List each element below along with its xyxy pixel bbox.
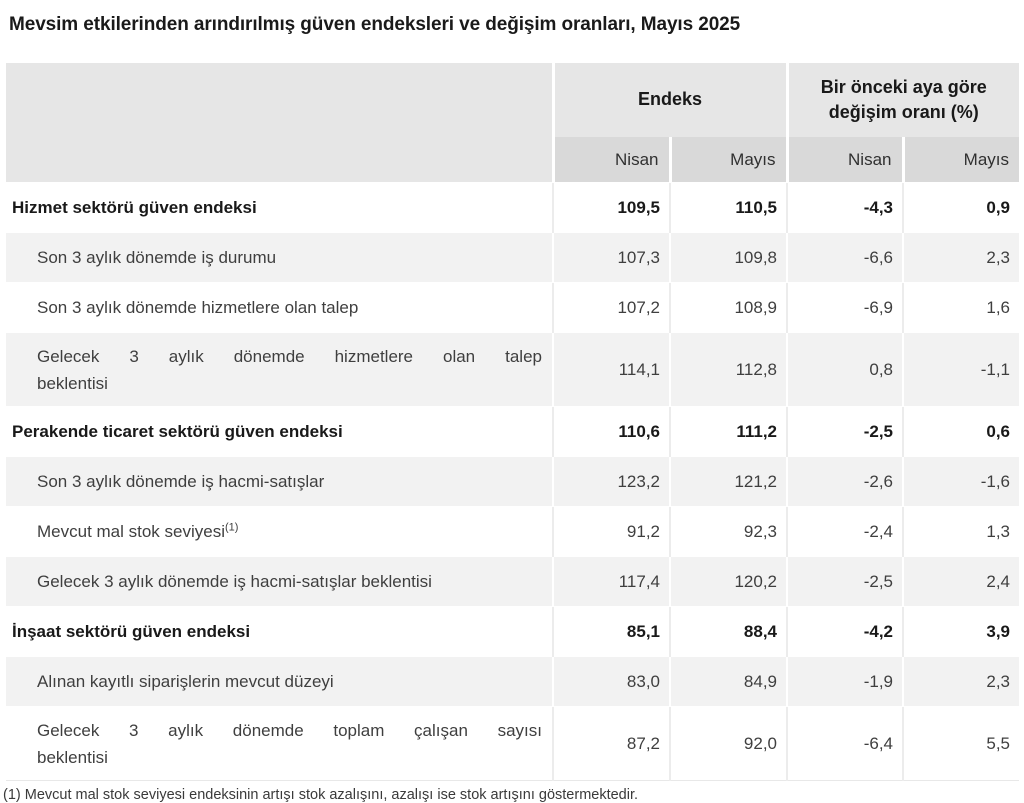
table-row-perakende-endeksi: Perakende ticaret sektörü güven endeksi … — [6, 406, 1019, 457]
value-cell: -6,6 — [786, 232, 903, 283]
table-row-is-durumu: Son 3 aylık dönemde iş durumu 107,3 109,… — [6, 232, 1019, 283]
value-cell: 0,6 — [902, 406, 1019, 457]
sub-header-row: Nisan Mayıs Nisan Mayıs — [6, 137, 1019, 183]
value-cell: 108,9 — [669, 282, 787, 333]
value-cell: 92,3 — [669, 506, 787, 557]
value-cell: 0,8 — [786, 332, 903, 407]
row-label: Gelecek 3 aylık dönemde hizmetlere olan … — [6, 333, 553, 407]
value-cell: 88,4 — [669, 606, 787, 657]
value-cell: 84,9 — [669, 656, 787, 707]
group-header-endeks: Endeks — [551, 63, 787, 137]
value-cell: 0,9 — [902, 182, 1019, 233]
table-row-talep-beklentisi: Gelecek 3 aylık dönemde hizmetlere olan … — [6, 332, 1019, 407]
row-label-line1: Gelecek 3 aylık dönemde hizmetlere olan … — [37, 346, 542, 366]
row-label: Alınan kayıtlı siparişlerin mevcut düzey… — [37, 672, 334, 691]
table-row-hizmet-endeksi: Hizmet sektörü güven endeksi 109,5 110,5… — [6, 182, 1019, 233]
row-label-line2: beklentisi — [37, 373, 108, 393]
value-cell: 120,2 — [669, 556, 787, 607]
row-label: Hizmet sektörü güven endeksi — [12, 198, 257, 217]
value-cell: -6,4 — [786, 706, 903, 781]
value-cell: 110,5 — [669, 182, 787, 233]
group-header-row: Endeks Bir önceki aya göre değişim oranı… — [6, 63, 1019, 183]
table-header: Endeks Bir önceki aya göre değişim oranı… — [6, 63, 1019, 183]
value-cell: -1,1 — [902, 332, 1019, 407]
value-cell: -2,6 — [786, 456, 903, 507]
table-row-hizmetlere-talep: Son 3 aylık dönemde hizmetlere olan tale… — [6, 282, 1019, 333]
value-cell: 92,0 — [669, 706, 787, 781]
value-cell: -2,4 — [786, 506, 903, 557]
value-cell: 1,3 — [902, 506, 1019, 557]
row-label: Gelecek 3 aylık dönemde toplam çalışan s… — [6, 707, 553, 781]
row-label: Son 3 aylık dönemde hizmetlere olan tale… — [37, 298, 359, 317]
subheader-change-nisan: Nisan — [785, 137, 903, 183]
row-label: Perakende ticaret sektörü güven endeksi — [12, 422, 343, 441]
value-cell: 110,6 — [552, 406, 670, 457]
subheader-endeks-nisan: Nisan — [551, 137, 670, 183]
value-cell: -1,6 — [902, 456, 1019, 507]
value-cell: 3,9 — [902, 606, 1019, 657]
value-cell: 1,6 — [902, 282, 1019, 333]
value-cell: 114,1 — [552, 332, 670, 407]
confidence-index-table: Endeks Bir önceki aya göre değişim oranı… — [6, 63, 1019, 781]
row-label: Son 3 aylık dönemde iş hacmi-satışlar — [37, 472, 325, 491]
value-cell: 117,4 — [552, 556, 670, 607]
row-label: Gelecek 3 aylık dönemde iş hacmi-satışla… — [37, 572, 432, 591]
table-row-calisan-beklentisi: Gelecek 3 aylık dönemde toplam çalışan s… — [6, 706, 1019, 781]
corner-cell — [6, 63, 553, 183]
value-cell: 109,8 — [669, 232, 787, 283]
row-label: Mevcut mal stok seviyesi(1) — [6, 507, 553, 557]
value-cell: -4,3 — [786, 182, 903, 233]
group-header-change-rate: Bir önceki aya göre değişim oranı (%) — [785, 63, 1019, 137]
table-row-hacim-beklentisi: Gelecek 3 aylık dönemde iş hacmi-satışla… — [6, 556, 1019, 607]
row-label-line2: beklentisi — [37, 747, 108, 767]
value-cell: -2,5 — [786, 406, 903, 457]
table-body: Hizmet sektörü güven endeksi 109,5 110,5… — [6, 182, 1019, 781]
value-cell: 5,5 — [902, 706, 1019, 781]
value-cell: 123,2 — [552, 456, 670, 507]
value-cell: -4,2 — [786, 606, 903, 657]
page-title: Mevsim etkilerinden arındırılmış güven e… — [9, 14, 741, 35]
value-cell: 112,8 — [669, 332, 787, 407]
value-cell: 107,3 — [552, 232, 670, 283]
value-cell: 87,2 — [552, 706, 670, 781]
value-cell: 2,4 — [902, 556, 1019, 607]
row-label: Son 3 aylık dönemde iş durumu — [37, 248, 277, 267]
row-label-text: Mevcut mal stok seviyesi — [37, 522, 225, 541]
table-row-insaat-endeksi: İnşaat sektörü güven endeksi 85,1 88,4 -… — [6, 606, 1019, 657]
value-cell: -6,9 — [786, 282, 903, 333]
subheader-endeks-mayis: Mayıs — [668, 137, 787, 183]
value-cell: 2,3 — [902, 656, 1019, 707]
subheader-change-mayis: Mayıs — [901, 137, 1019, 183]
footnote: (1) Mevcut mal stok seviyesi endeksinin … — [3, 787, 639, 803]
value-cell: 121,2 — [669, 456, 787, 507]
value-cell: 85,1 — [552, 606, 670, 657]
value-cell: 111,2 — [669, 406, 787, 457]
value-cell: 2,3 — [902, 232, 1019, 283]
value-cell: 109,5 — [552, 182, 670, 233]
value-cell: 83,0 — [552, 656, 670, 707]
table-row-siparis-duzeyi: Alınan kayıtlı siparişlerin mevcut düzey… — [6, 656, 1019, 707]
value-cell: 91,2 — [552, 506, 670, 557]
row-label: İnşaat sektörü güven endeksi — [12, 622, 251, 641]
value-cell: -2,5 — [786, 556, 903, 607]
row-label-line1: Gelecek 3 aylık dönemde toplam çalışan s… — [37, 720, 542, 740]
table-row-stok-seviyesi: Mevcut mal stok seviyesi(1) 91,2 92,3 -2… — [6, 506, 1019, 557]
footnote-ref: (1) — [225, 521, 239, 534]
table-row-is-hacmi-satislar: Son 3 aylık dönemde iş hacmi-satışlar 12… — [6, 456, 1019, 507]
value-cell: 107,2 — [552, 282, 670, 333]
value-cell: -1,9 — [786, 656, 903, 707]
